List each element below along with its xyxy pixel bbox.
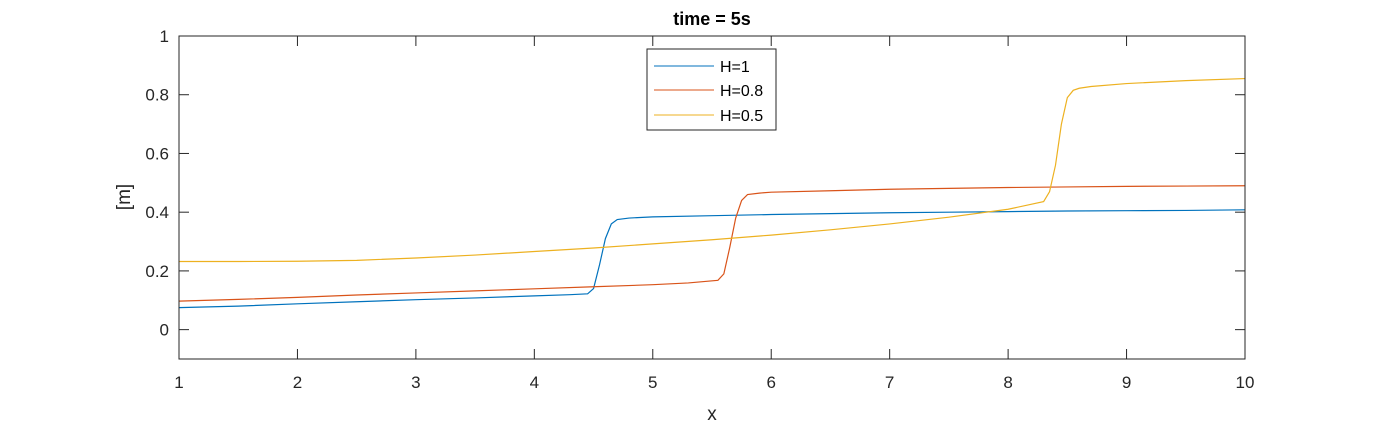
x-tick-label-7: 8	[1003, 373, 1012, 392]
plot-title: time = 5s	[673, 9, 751, 29]
legend-label-h1: H=1	[720, 59, 750, 76]
x-tick-label-8: 9	[1122, 373, 1131, 392]
tick-layer	[178, 35, 1246, 359]
y-tick-label-1: 0.2	[145, 262, 169, 281]
x-tick-label-9: 10	[1236, 373, 1255, 392]
x-tick-label-5: 6	[766, 373, 775, 392]
legend-label-h08: H=0.8	[720, 83, 763, 100]
x-axis-label: x	[707, 404, 717, 425]
axes-box	[178, 35, 1246, 360]
series-line-3	[179, 77, 1246, 263]
series-line-2	[178, 185, 1246, 302]
x-tick-label-4: 5	[648, 373, 657, 392]
tick-label-layer: 1 2 3 4 5 6 7 8 9 10 0 0.2 0.4 0.6 0.8 1	[145, 27, 1254, 392]
series-layer	[178, 77, 1246, 309]
y-tick-label-5: 1	[160, 27, 169, 46]
x-tick-label-6: 7	[885, 373, 894, 392]
legend-label-h05: H=0.5	[720, 108, 763, 125]
y-axis-label: [m]	[114, 184, 135, 210]
series-line-1	[178, 209, 1246, 309]
y-tick-label-3: 0.6	[145, 144, 169, 163]
legend[interactable]: H=1 H=0.8 H=0.5	[646, 48, 777, 131]
y-tick-label-2: 0.4	[145, 203, 169, 222]
x-tick-label-1: 2	[293, 373, 302, 392]
x-tick-label-3: 4	[530, 373, 539, 392]
x-tick-label-2: 3	[411, 373, 420, 392]
y-tick-label-0: 0	[160, 321, 169, 340]
y-tick-label-4: 0.8	[145, 86, 169, 105]
x-tick-label-0: 1	[174, 373, 183, 392]
